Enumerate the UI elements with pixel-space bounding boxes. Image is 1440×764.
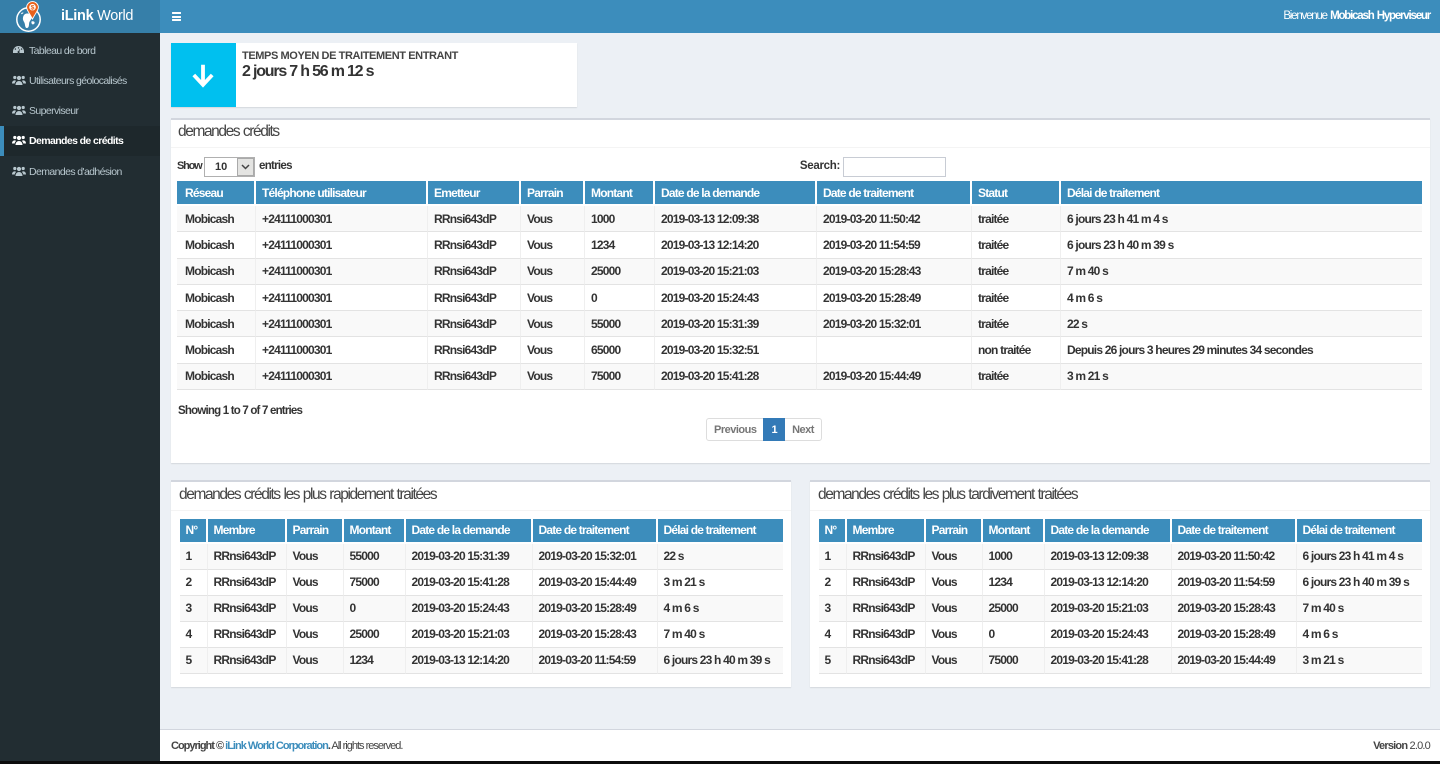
svg-text:$: $ <box>31 5 35 12</box>
